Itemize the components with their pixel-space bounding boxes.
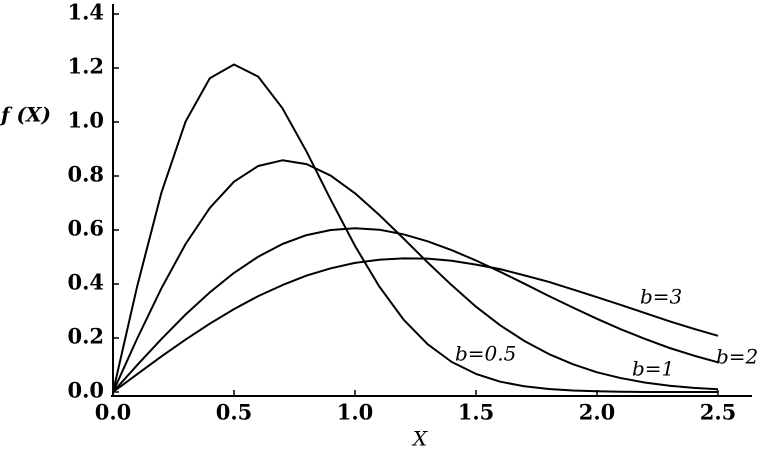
curve: [112, 227, 719, 393]
curve-label: b=0.5: [455, 342, 516, 366]
y-tick-label: 1.4: [67, 0, 104, 25]
y-tick-label: 0.0: [67, 378, 104, 403]
curve-label: b=1: [632, 357, 674, 381]
x-tick-label: 2.5: [700, 400, 737, 425]
curve: [112, 257, 719, 393]
y-tick-label: 1.2: [67, 54, 104, 79]
y-tick-label: 0.8: [67, 162, 104, 187]
x-tick-label: 2.0: [579, 400, 616, 425]
curve: [112, 159, 719, 393]
curve-label: b=3: [640, 285, 682, 309]
y-axis-label: f (X): [0, 103, 51, 127]
curve-label: b=2: [716, 345, 758, 369]
y-tick-label: 0.2: [67, 324, 104, 349]
x-tick-label: 1.0: [337, 400, 374, 425]
x-tick-label: 0.0: [95, 400, 132, 425]
x-tick-label: 0.5: [216, 400, 253, 425]
x-axis-label: X: [411, 427, 428, 451]
curve: [112, 63, 718, 393]
y-tick-label: 0.6: [67, 216, 104, 241]
y-tick-label: 0.4: [67, 270, 104, 295]
y-tick-label: 1.0: [67, 108, 104, 133]
x-tick-label: 1.5: [458, 400, 495, 425]
